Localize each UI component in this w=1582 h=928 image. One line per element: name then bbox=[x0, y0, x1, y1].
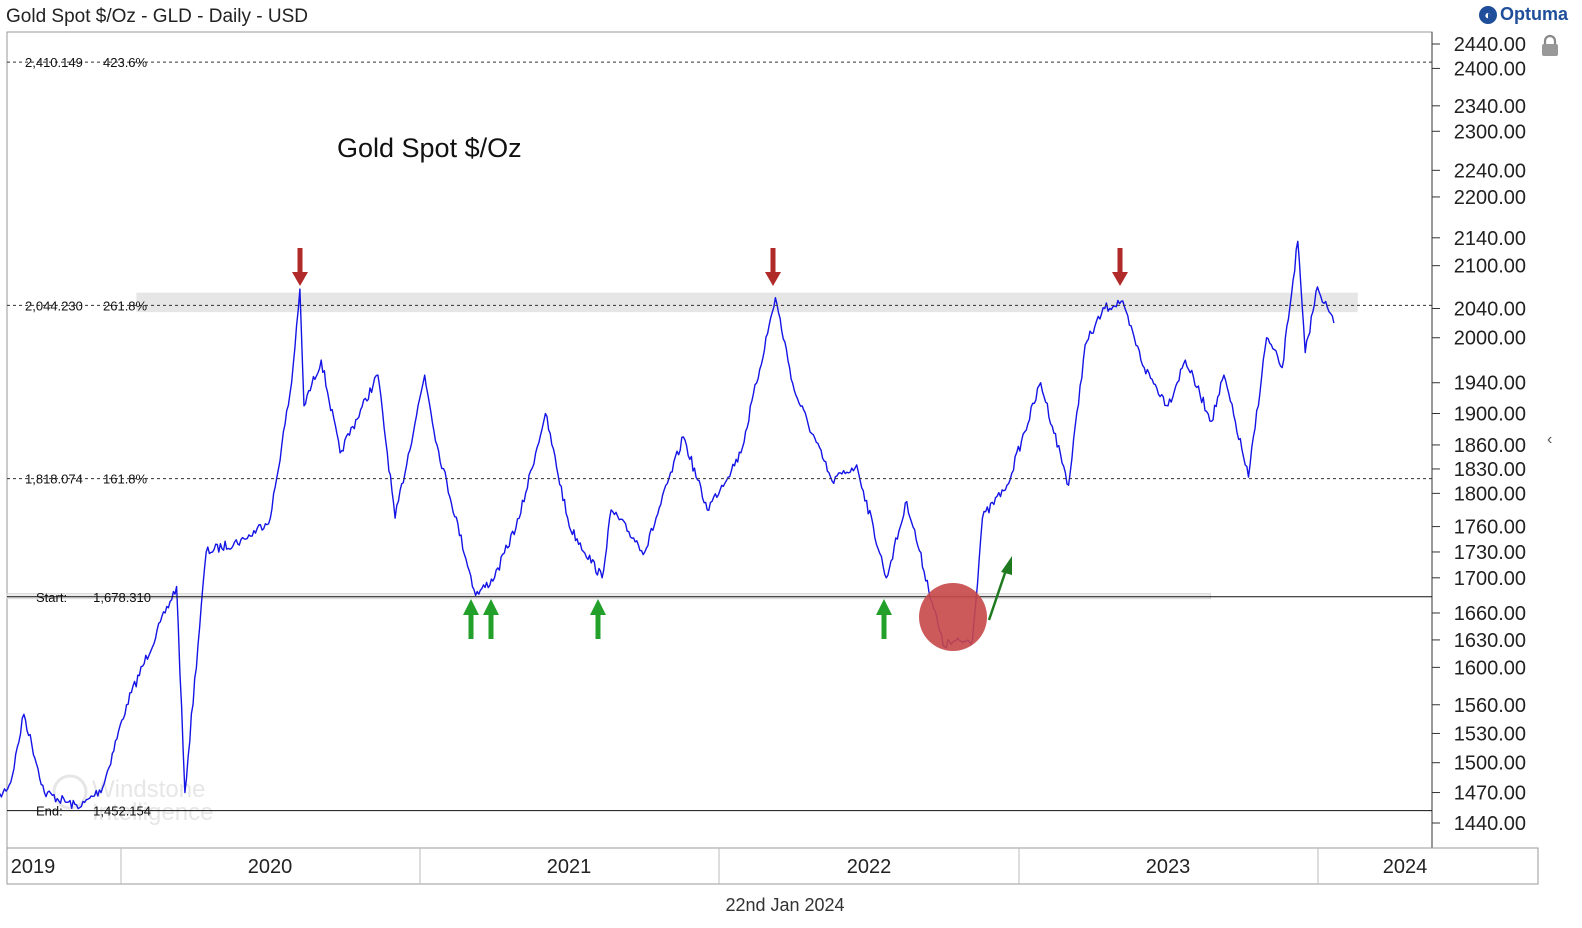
y-tick-label-18: 1660.00 bbox=[1454, 603, 1526, 625]
level-pct-0: 423.6% bbox=[103, 55, 148, 70]
x-tick-label-1: 2020 bbox=[248, 856, 293, 878]
green-up-arrow-2-icon-shaft bbox=[488, 613, 494, 639]
lock-icon[interactable] bbox=[1539, 34, 1561, 58]
green-up-arrow-4-icon-head bbox=[876, 599, 892, 615]
level-value-4: 1,452.154 bbox=[93, 804, 151, 819]
level-pct-2: 161.8% bbox=[103, 472, 148, 487]
y-tick-label-3: 2300.00 bbox=[1454, 121, 1526, 143]
y-tick-label-14: 1800.00 bbox=[1454, 483, 1526, 505]
y-tick-label-23: 1500.00 bbox=[1454, 753, 1526, 775]
red-down-arrow-1-icon-head bbox=[292, 272, 308, 286]
y-tick-label-10: 1940.00 bbox=[1454, 373, 1526, 395]
brand-name: Optuma bbox=[1499, 4, 1568, 24]
red-down-arrow-2-icon-head bbox=[765, 272, 781, 286]
chart-header: Gold Spot $/Oz - GLD - Daily - USD ◐ Opt… bbox=[0, 0, 1582, 32]
chart-date: 22nd Jan 2024 bbox=[725, 895, 845, 915]
x-axis-bar bbox=[6, 847, 1539, 885]
y-tick-label-4: 2240.00 bbox=[1454, 160, 1526, 182]
green-up-arrow-1-icon-head bbox=[463, 599, 479, 615]
y-tick-label-5: 2200.00 bbox=[1454, 187, 1526, 209]
red-down-arrow-2-icon-shaft bbox=[770, 248, 776, 274]
y-tick-label-16: 1730.00 bbox=[1454, 542, 1526, 564]
plot-area bbox=[6, 31, 1433, 849]
level-value-2: 1,818.074 bbox=[25, 472, 83, 487]
green-up-arrow-2-icon-head bbox=[483, 599, 499, 615]
y-tick-label-22: 1530.00 bbox=[1454, 723, 1526, 745]
y-tick-label-20: 1600.00 bbox=[1454, 657, 1526, 679]
green-up-arrow-3-icon-head bbox=[590, 599, 606, 615]
red-down-arrow-1-icon bbox=[292, 248, 308, 286]
watermark-line-2: Intelligence bbox=[92, 799, 213, 826]
green-up-arrow-2-icon bbox=[483, 599, 499, 639]
x-tick-label-0: 2019 bbox=[11, 856, 56, 878]
red-down-arrow-3-icon bbox=[1112, 248, 1128, 286]
x-tick-label-5: 2024 bbox=[1383, 856, 1428, 878]
y-tick-label-12: 1860.00 bbox=[1454, 435, 1526, 457]
red-down-arrow-3-icon-head bbox=[1112, 272, 1128, 286]
resistance-zone bbox=[136, 292, 1358, 313]
chart-title: Gold Spot $/Oz bbox=[337, 133, 522, 163]
green-up-arrow-3-icon-shaft bbox=[595, 613, 601, 639]
y-tick-label-17: 1700.00 bbox=[1454, 568, 1526, 590]
y-tick-label-15: 1760.00 bbox=[1454, 517, 1526, 539]
x-tick-label-4: 2023 bbox=[1146, 856, 1191, 878]
level-tag-3: Start: bbox=[36, 590, 67, 605]
y-tick-label-11: 1900.00 bbox=[1454, 404, 1526, 426]
y-tick-label-19: 1630.00 bbox=[1454, 630, 1526, 652]
y-tick-label-0: 2440.00 bbox=[1454, 34, 1526, 56]
x-tick-label-3: 2022 bbox=[847, 856, 892, 878]
y-tick-label-2: 2340.00 bbox=[1454, 96, 1526, 118]
highlight-circle bbox=[919, 583, 987, 651]
instrument-title: Gold Spot $/Oz - GLD - Daily - USD bbox=[6, 6, 308, 27]
y-tick-label-6: 2140.00 bbox=[1454, 228, 1526, 250]
level-tag-4: End: bbox=[36, 804, 63, 819]
level-value-3: 1,678.310 bbox=[93, 590, 151, 605]
y-tick-label-9: 2000.00 bbox=[1454, 328, 1526, 350]
collapse-panel-icon[interactable]: ‹ bbox=[1547, 431, 1553, 448]
green-up-arrow-1-icon bbox=[463, 599, 479, 639]
y-tick-label-8: 2040.00 bbox=[1454, 298, 1526, 320]
green-up-arrow-3-icon bbox=[590, 599, 606, 639]
green-up-arrow-4-icon bbox=[876, 599, 892, 639]
breakout-arrow-head bbox=[1001, 556, 1012, 575]
level-pct-1: 261.8% bbox=[103, 298, 148, 313]
y-tick-label-25: 1440.00 bbox=[1454, 813, 1526, 835]
x-tick-label-2: 2021 bbox=[547, 856, 592, 878]
red-down-arrow-2-icon bbox=[765, 248, 781, 286]
price-series-line bbox=[0, 240, 1335, 810]
support-band bbox=[6, 593, 1212, 600]
level-value-1: 2,044.230 bbox=[25, 298, 83, 313]
green-up-arrow-4-icon-shaft bbox=[881, 613, 887, 639]
level-value-0: 2,410.149 bbox=[25, 55, 83, 70]
green-breakout-arrow-icon bbox=[987, 556, 1012, 621]
y-tick-label-21: 1560.00 bbox=[1454, 695, 1526, 717]
optuma-logo-icon: ◐ bbox=[1478, 5, 1497, 24]
breakout-arrow-shaft bbox=[987, 572, 1007, 621]
optuma-logo: ◐ Optuma bbox=[1478, 4, 1568, 25]
green-up-arrow-1-icon-shaft bbox=[468, 613, 474, 639]
red-down-arrow-1-icon-shaft bbox=[297, 248, 303, 274]
watermark-globe-icon bbox=[52, 774, 88, 810]
y-tick-label-24: 1470.00 bbox=[1454, 783, 1526, 805]
y-tick-label-1: 2400.00 bbox=[1454, 58, 1526, 80]
red-down-arrow-3-icon-shaft bbox=[1117, 248, 1123, 274]
y-tick-label-13: 1830.00 bbox=[1454, 459, 1526, 481]
y-tick-label-7: 2100.00 bbox=[1454, 256, 1526, 278]
